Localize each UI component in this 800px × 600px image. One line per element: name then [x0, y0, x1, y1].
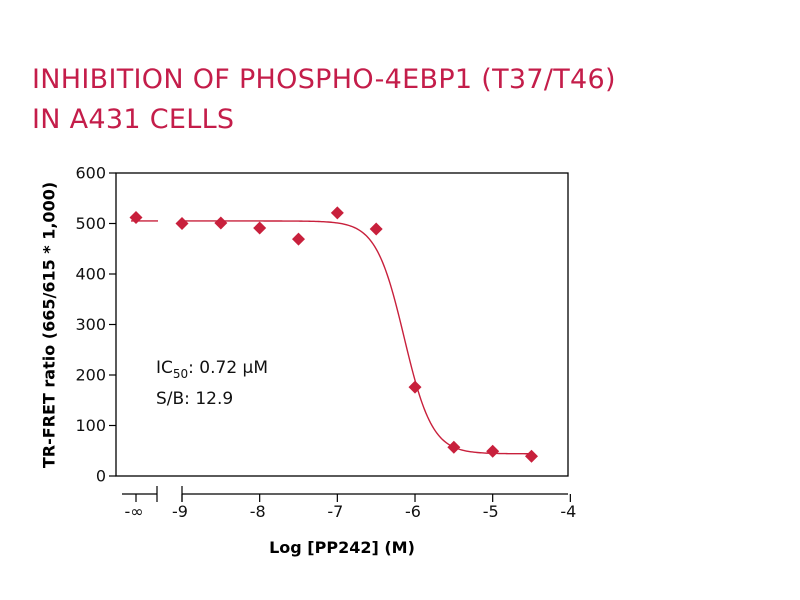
chart-title: INHIBITION OF PHOSPHO-4EBP1 (T37/T46) IN…: [32, 60, 616, 140]
data-point: [486, 444, 500, 458]
data-point: [129, 210, 143, 224]
x-tick-label: -7: [327, 502, 343, 521]
x-tick-label: -4: [560, 502, 576, 521]
data-points: [129, 206, 539, 463]
x-axis-title: Log [PP242] (M): [269, 538, 415, 557]
data-point: [253, 221, 267, 235]
y-tick-label: 500: [75, 214, 106, 233]
x-tick-label: -6: [405, 502, 421, 521]
y-tick-label: 200: [75, 366, 106, 385]
data-point: [330, 206, 344, 220]
x-tick-label: -∞: [124, 502, 143, 521]
y-tick-label: 300: [75, 315, 106, 334]
axes-layer: 0 100 200 300 400 500 600 -∞ -9 -8 -7 -6 -5 -4: [75, 164, 576, 522]
plot-frame: [115, 172, 569, 477]
y-tick-label: 400: [75, 265, 106, 284]
ic50-value: : 0.72 µM: [188, 358, 268, 378]
ic50-annotation: IC50: 0.72 µM: [156, 358, 268, 381]
data-point: [175, 217, 189, 230]
data-point: [214, 216, 228, 230]
y-tick-label: 600: [75, 164, 106, 183]
data-point: [447, 440, 461, 454]
x-tick-label: -8: [250, 502, 266, 521]
y-tick-label: 0: [96, 467, 106, 486]
ic50-label: IC: [156, 358, 173, 378]
sb-annotation: S/B: 12.9: [156, 389, 233, 409]
x-tick-label: -9: [172, 502, 188, 521]
data-point: [369, 222, 383, 236]
y-tick-label: 100: [75, 416, 106, 435]
chart-title-line-2: IN A431 CELLS: [32, 104, 235, 135]
fit-curve: [131, 220, 532, 455]
data-point: [408, 380, 422, 394]
chart-title-line-1: INHIBITION OF PHOSPHO-4EBP1 (T37/T46): [32, 64, 616, 95]
data-point: [525, 449, 539, 463]
data-point: [292, 232, 306, 246]
y-axis-title: TR-FRET ratio (665/615 * 1,000): [40, 182, 59, 468]
ic50-subscript: 50: [173, 367, 188, 381]
x-tick-label: -5: [483, 502, 499, 521]
